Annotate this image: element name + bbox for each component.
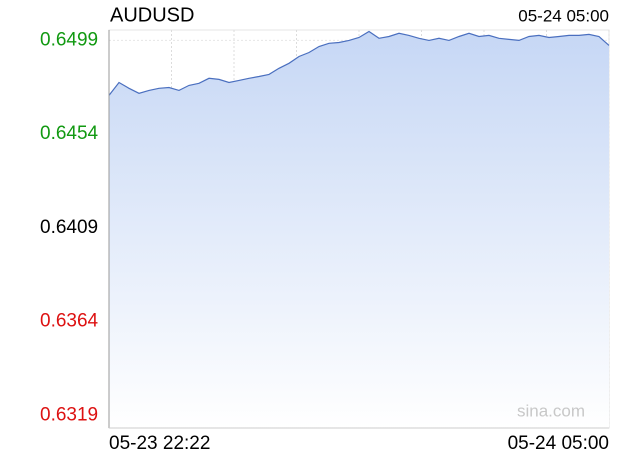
y-tick-label: 0.6409: [40, 217, 98, 238]
y-tick-label: 0.6319: [40, 405, 98, 426]
x-tick-label: 05-24 05:00: [508, 433, 609, 454]
timestamp: 05-24 05:00: [518, 6, 609, 25]
y-tick-label: 0.6454: [40, 123, 99, 144]
x-tick-label: 05-23 22:22: [109, 433, 210, 454]
y-tick-label: 0.6364: [40, 311, 99, 332]
y-tick-label: 0.6499: [40, 29, 98, 50]
chart-title: AUDUSD: [110, 4, 194, 26]
price-line: [108, 30, 610, 96]
area-fill: [109, 31, 609, 428]
watermark: sina.com: [517, 401, 585, 420]
